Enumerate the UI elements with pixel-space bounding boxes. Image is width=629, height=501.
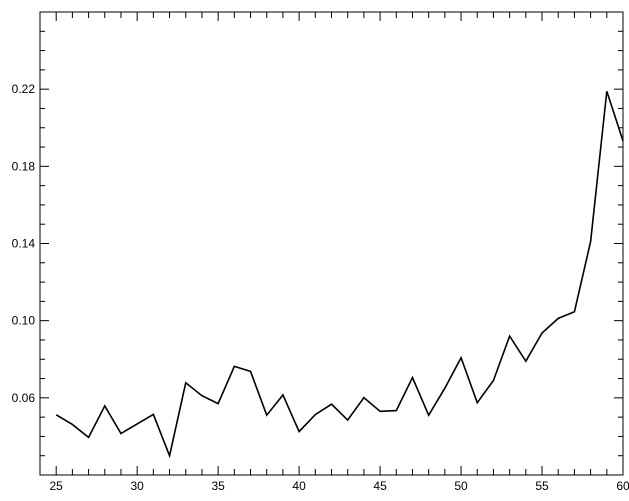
x-tick-label: 50 [454,479,468,493]
plot-frame [39,11,624,476]
y-tick-label: 0.22 [12,82,36,96]
x-tick-label: 45 [373,479,387,493]
y-ticks [40,11,623,476]
x-tick-label: 25 [50,479,64,493]
y-tick-label: 0.14 [12,237,36,251]
y-tick-label: 0.18 [12,159,36,173]
x-tick-label: 60 [616,479,629,493]
series-line [55,91,624,459]
y-tick-labels: 0.06 0.10 0.14 0.18 0.22 [12,82,36,405]
x-tick-labels: 25 30 35 40 45 50 55 60 [50,479,629,493]
x-tick-label: 30 [130,479,144,493]
x-tick-label: 35 [211,479,225,493]
y-tick-label: 0.06 [12,391,36,405]
y-tick-label: 0.10 [12,314,36,328]
x-tick-label: 55 [535,479,549,493]
x-ticks [39,12,624,475]
x-tick-label: 40 [292,479,306,493]
